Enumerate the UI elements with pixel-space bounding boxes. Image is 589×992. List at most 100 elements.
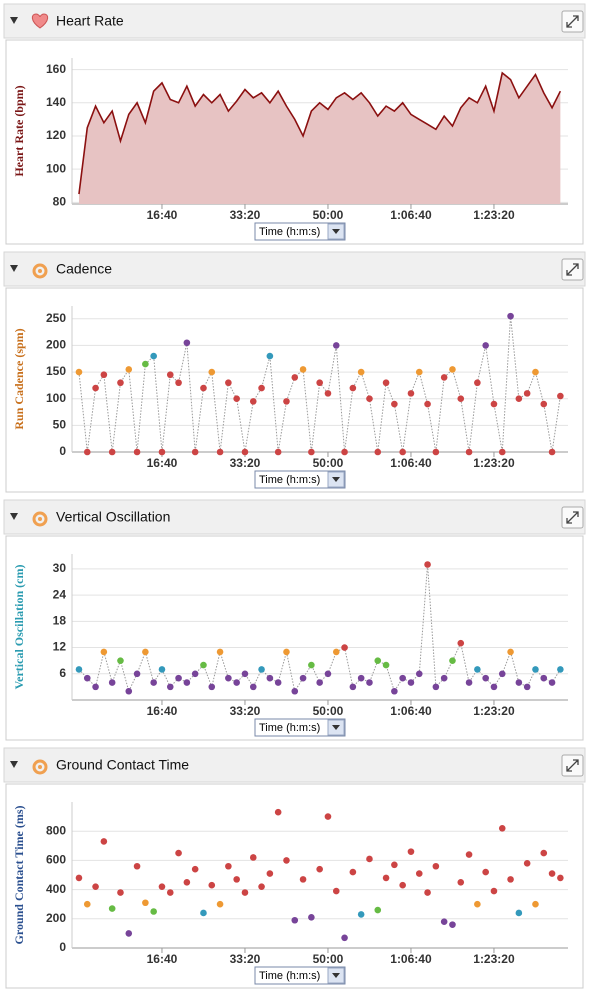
x-selector[interactable] [254, 718, 346, 737]
point [258, 666, 265, 673]
point [557, 874, 564, 882]
x-selector-arrow [332, 229, 340, 234]
point [349, 384, 357, 392]
point [200, 661, 207, 669]
x-selector-text: Time (h:m:s) [259, 226, 320, 238]
point [399, 881, 406, 889]
collapse-toggle[interactable] [10, 761, 18, 768]
panel: Vertical Oscillation 6 12 18 24 30 16:40 33:20 5… [3, 499, 586, 741]
point [557, 392, 564, 400]
point [548, 448, 556, 456]
x-selector-text: Time (h:m:s) [259, 970, 320, 982]
y-axis-label: Ground Contact Time (ms) [12, 805, 26, 944]
x-tick-label: 16:40 [147, 952, 178, 966]
y-axis-label: Run Cadence (spm) [12, 328, 26, 429]
x-tick-label: 1:06:40 [390, 704, 432, 718]
collapse-toggle[interactable] [10, 17, 18, 24]
sensor-icon [32, 511, 48, 527]
y-tick-label: 50 [53, 418, 67, 432]
point [191, 865, 199, 873]
point [158, 666, 166, 673]
y-tick-label: 0 [59, 444, 66, 458]
x-tick-label: 33:20 [230, 456, 261, 470]
point [92, 883, 99, 890]
point [432, 448, 440, 456]
point [465, 851, 473, 858]
point [523, 390, 531, 397]
point [208, 368, 216, 376]
point [266, 870, 274, 877]
y-tick-label: 200 [46, 338, 66, 352]
point [225, 862, 232, 870]
point [449, 657, 456, 664]
y-axis-label: Vertical Oscillation (cm) [12, 565, 26, 690]
point [482, 674, 489, 682]
y-tick-label: 120 [46, 128, 66, 142]
point [150, 679, 157, 686]
point [341, 644, 348, 651]
x-selector[interactable] [254, 470, 346, 489]
point [283, 857, 290, 864]
collapse-toggle[interactable] [10, 513, 18, 520]
point [391, 400, 398, 408]
point [299, 366, 307, 373]
x-selector-text: Time (h:m:s) [259, 474, 320, 486]
point [92, 683, 99, 691]
point [391, 861, 398, 869]
point [474, 379, 481, 387]
expand-icon [566, 15, 579, 28]
point [515, 395, 523, 403]
panel: Heart Rate 80 100 120 140 160 16:40 33:20 50:00 1… [3, 3, 586, 245]
point [324, 670, 332, 678]
point [349, 683, 357, 691]
point [324, 390, 332, 397]
y-tick-label: 160 [46, 62, 66, 76]
point [249, 398, 257, 405]
chart-box [5, 287, 584, 493]
x-tick-label: 1:23:20 [473, 208, 515, 222]
point [498, 448, 506, 456]
point [274, 808, 282, 816]
point [432, 862, 440, 870]
point [490, 683, 498, 691]
y-tick-label: 400 [46, 882, 66, 896]
point [382, 874, 390, 882]
point [449, 366, 456, 373]
point [316, 379, 323, 387]
point [100, 371, 108, 379]
point [166, 889, 174, 896]
point [515, 679, 523, 686]
point [415, 670, 423, 678]
point [407, 848, 415, 855]
sensor-icon-dot [38, 517, 42, 521]
y-tick-label: 12 [53, 640, 67, 654]
x-tick-label: 50:00 [313, 704, 344, 718]
expand-icon [566, 759, 579, 772]
y-tick-label: 18 [53, 613, 67, 627]
x-tick-label: 1:23:20 [473, 456, 515, 470]
point [142, 899, 149, 907]
point [399, 448, 406, 456]
point [249, 683, 257, 691]
point [266, 352, 274, 360]
point [241, 448, 249, 456]
chart-box [5, 535, 584, 741]
point [515, 909, 523, 917]
point [548, 870, 556, 877]
y-tick-label: 140 [46, 95, 66, 109]
point [440, 918, 448, 926]
x-tick-label: 33:20 [230, 208, 261, 222]
point [83, 674, 91, 682]
point [374, 657, 382, 664]
x-selector[interactable] [254, 222, 346, 241]
x-selector[interactable] [254, 966, 346, 985]
collapse-toggle[interactable] [10, 265, 18, 272]
point [532, 900, 539, 908]
point [225, 379, 232, 387]
panel: Ground Contact Time 0 200 400 600 800 16:40 33:… [3, 747, 586, 989]
point [175, 379, 182, 387]
point [291, 374, 299, 381]
point [407, 390, 415, 397]
point [258, 883, 265, 890]
point [225, 674, 232, 682]
